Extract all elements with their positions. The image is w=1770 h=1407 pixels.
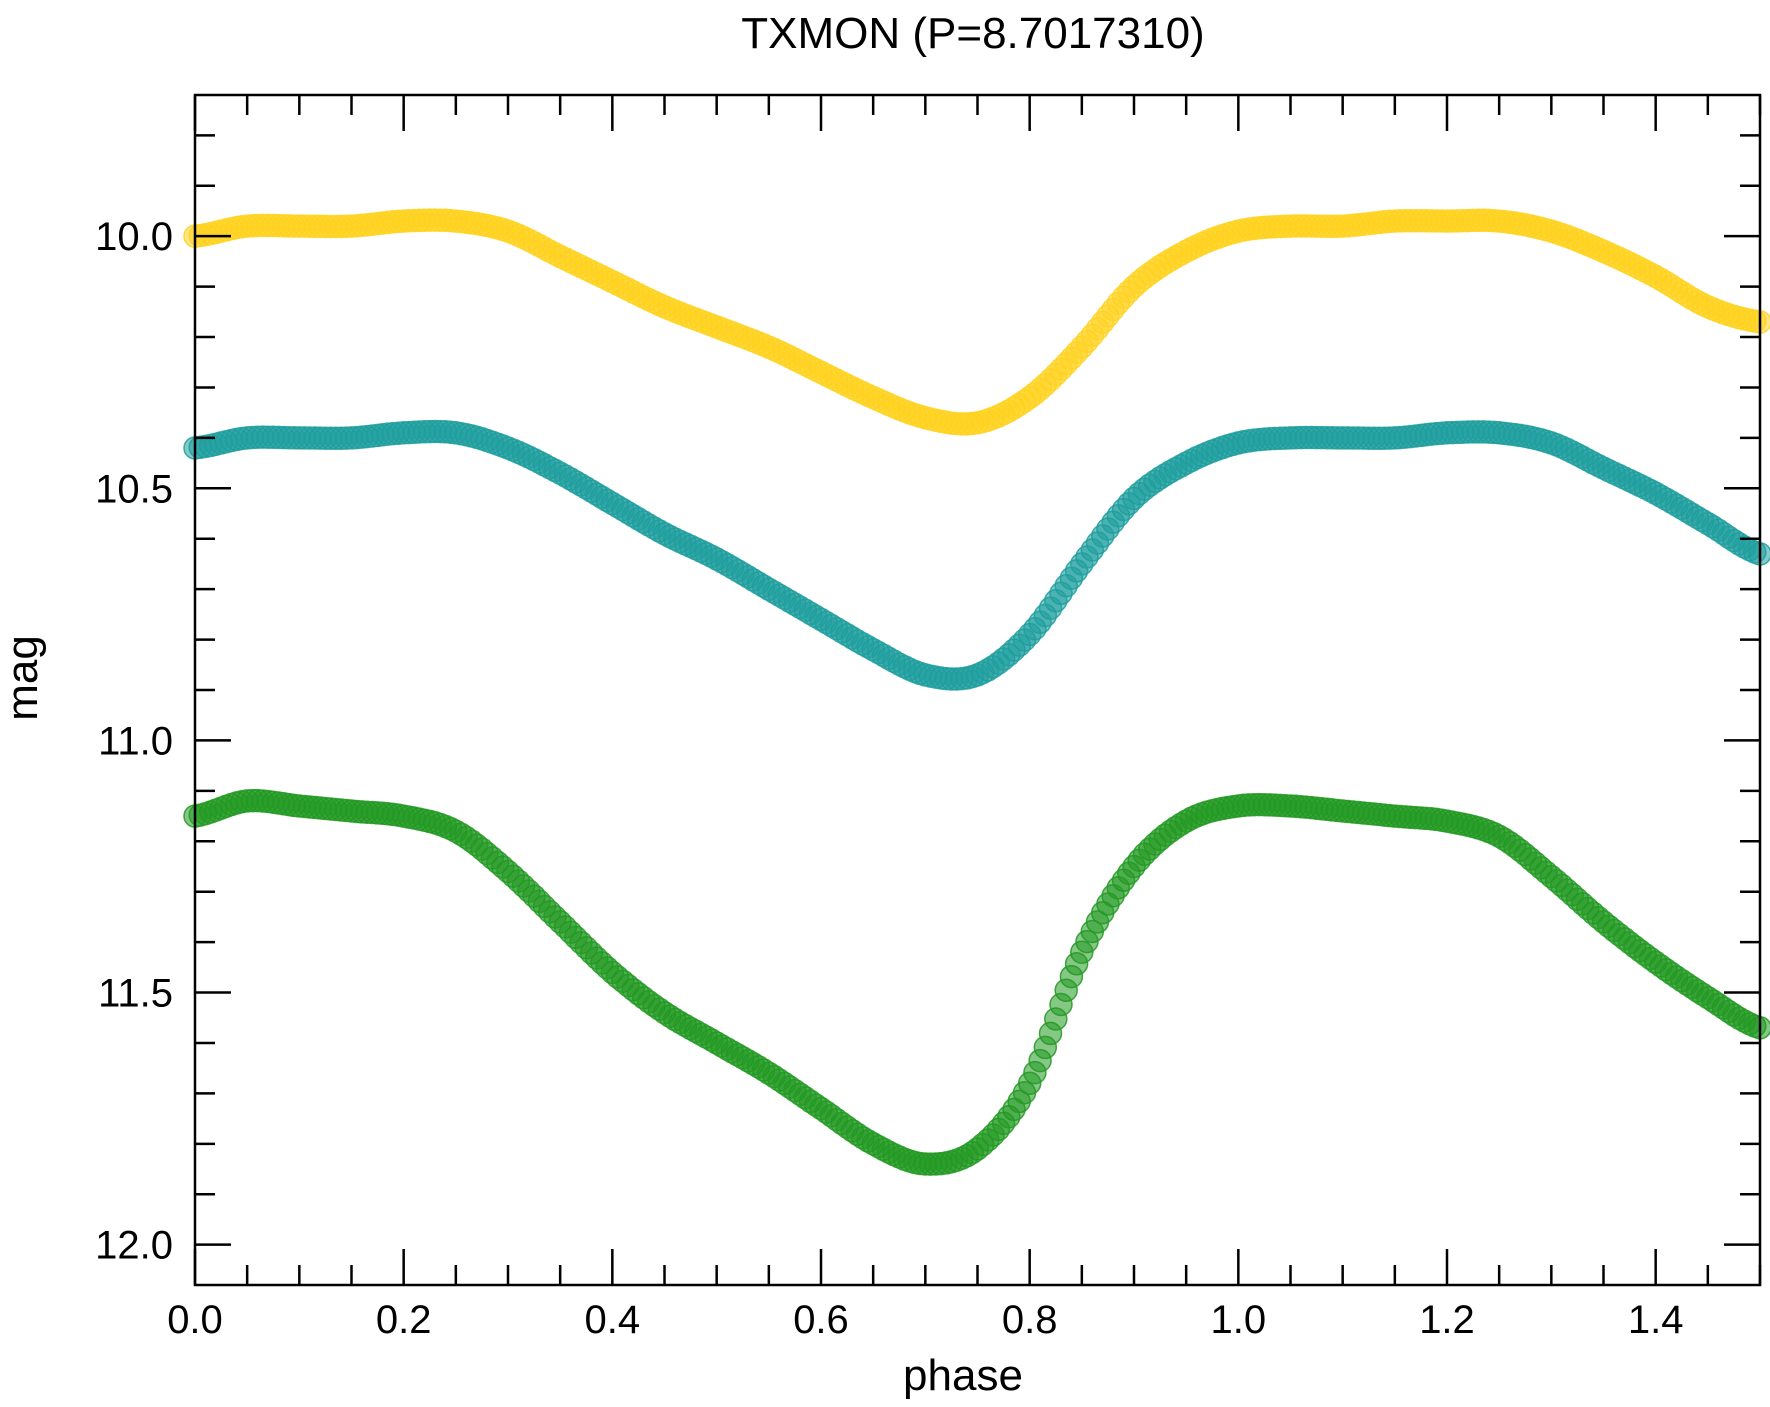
axis-ticks-layer — [193, 95, 1762, 1285]
plot-frame — [193, 93, 1762, 1287]
series-0 — [183, 208, 1770, 436]
chart-title: TXMON (P=8.7017310) — [741, 9, 1204, 58]
x-axis-label: phase — [903, 1351, 1023, 1400]
y-tick-label: 10.0 — [95, 215, 173, 259]
x-tick-label: 0.8 — [1002, 1298, 1058, 1342]
x-tick-label: 0.2 — [376, 1298, 432, 1342]
x-tick-label: 0.6 — [793, 1298, 849, 1342]
x-tick-label: 1.0 — [1211, 1298, 1267, 1342]
x-tick-label: 0.4 — [585, 1298, 641, 1342]
y-tick-label: 12.0 — [95, 1224, 173, 1268]
y-tick-label: 11.5 — [98, 972, 173, 1016]
tick-labels-layer: 0.0 0.2 0.4 0.6 0.8 1.0 1.2 1.4 10.0 10.5 11.0 11.5… — [95, 215, 1683, 1342]
x-tick-label: 1.2 — [1419, 1298, 1475, 1342]
x-tick-label: 0.0 — [167, 1298, 223, 1342]
y-tick-label: 11.0 — [98, 719, 173, 763]
y-axis-label: mag — [0, 635, 47, 721]
series-2 — [183, 788, 1770, 1176]
series-1 — [183, 419, 1770, 691]
data-points-layer — [183, 208, 1770, 1176]
x-tick-label: 1.4 — [1628, 1298, 1684, 1342]
y-tick-label: 10.5 — [95, 467, 173, 511]
